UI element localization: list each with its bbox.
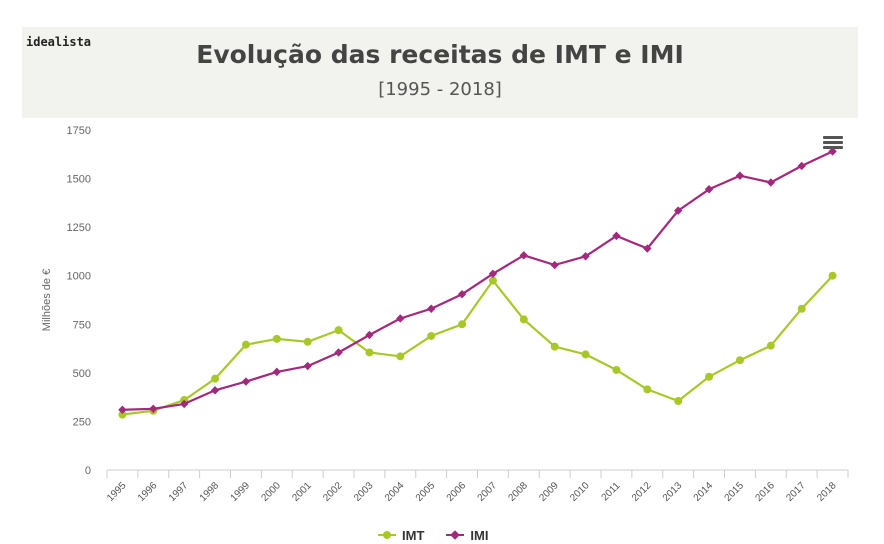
data-point-imi <box>396 314 405 323</box>
data-point-imt <box>735 356 744 365</box>
x-tick-label: 1999 <box>229 480 253 504</box>
data-point-imi <box>334 348 343 357</box>
data-point-imt <box>458 320 467 329</box>
chart-subtitle: [1995 - 2018] <box>378 79 502 100</box>
y-tick-label: 1000 <box>67 271 91 283</box>
series-line-imi <box>122 150 834 411</box>
y-tick-label: 750 <box>73 319 91 331</box>
y-axis-title: Milhões de € <box>41 269 53 331</box>
data-point-imt <box>272 334 281 343</box>
data-point-imi <box>179 399 189 409</box>
data-point-imt <box>211 374 220 383</box>
legend-item-imt[interactable]: IMT <box>378 526 424 544</box>
data-point-imt <box>828 271 837 280</box>
x-tick-label: 2003 <box>352 480 376 504</box>
data-point-imt <box>427 331 436 340</box>
data-point-imi <box>828 147 837 156</box>
y-tick-label: 250 <box>73 416 91 428</box>
data-point-imi <box>210 386 220 395</box>
data-point-imi <box>488 269 498 278</box>
imt-legend-swatch-icon <box>378 530 396 540</box>
chart-title: Evolução das receitas de IMT e IMI <box>196 40 684 69</box>
data-point-imt <box>674 397 683 406</box>
series-line-imt <box>122 274 834 416</box>
legend-label-imt: IMT <box>402 527 425 543</box>
data-point-imt <box>766 341 775 350</box>
x-tick-label: 2002 <box>321 480 345 504</box>
data-point-imt <box>488 276 497 285</box>
data-point-imi <box>457 289 467 299</box>
x-tick-label: 2004 <box>383 480 407 504</box>
data-point-imi <box>735 171 745 180</box>
data-point-imt <box>550 342 559 351</box>
y-tick-label: 1250 <box>67 222 91 234</box>
data-point-imt <box>396 352 405 361</box>
data-point-imt <box>581 350 590 359</box>
y-tick-label: 500 <box>73 368 91 380</box>
chart-menu-icon[interactable] <box>821 134 845 154</box>
data-point-imi <box>704 185 714 194</box>
y-tick-label: 0 <box>85 465 91 477</box>
y-tick-label: 1750 <box>67 125 91 137</box>
x-tick-label: 1998 <box>198 480 222 504</box>
x-tick-label: 2015 <box>723 480 747 504</box>
x-tick-label: 2014 <box>692 480 716 504</box>
data-point-imi <box>581 252 590 261</box>
data-point-imi <box>241 377 251 386</box>
x-tick-label: 2018 <box>815 480 839 504</box>
x-tick-label: 1996 <box>136 480 160 504</box>
x-tick-label: 2005 <box>414 480 438 504</box>
data-point-imi <box>118 405 127 414</box>
data-point-imt <box>612 365 621 374</box>
data-point-imi <box>612 231 621 241</box>
imi-legend-swatch-icon <box>446 530 465 540</box>
x-tick-label: 2010 <box>568 480 592 504</box>
legend: IMT IMI <box>378 526 488 544</box>
x-tick-label: 2006 <box>445 480 469 504</box>
x-tick-label: 2012 <box>630 480 654 504</box>
x-tick-label: 2007 <box>476 480 500 504</box>
data-point-imt <box>241 340 250 349</box>
data-point-imt <box>643 385 652 394</box>
data-point-imi <box>673 206 683 215</box>
data-point-imt <box>334 326 343 335</box>
data-point-imi <box>272 367 282 377</box>
data-point-imi <box>149 404 158 413</box>
data-point-imi <box>643 244 652 253</box>
x-tick-label: 2008 <box>506 480 530 504</box>
data-point-imi <box>766 178 776 187</box>
data-point-imt <box>797 304 806 313</box>
x-tick-label: 2000 <box>259 480 283 504</box>
x-tick-label: 2009 <box>537 480 561 504</box>
data-point-imt <box>519 315 528 324</box>
x-tick-label: 2017 <box>784 480 808 504</box>
x-tick-label: 2001 <box>290 480 314 504</box>
data-point-imt <box>303 337 312 346</box>
legend-item-imi[interactable]: IMI <box>446 526 488 544</box>
legend-label-imi: IMI <box>470 527 489 543</box>
x-tick-label: 1995 <box>105 480 129 504</box>
data-point-imi <box>303 361 312 371</box>
y-tick-label: 1500 <box>67 174 91 186</box>
chart-header: idealista Evolução das receitas de IMT e… <box>22 27 858 118</box>
data-point-imt <box>118 410 127 419</box>
data-point-imi <box>550 260 559 270</box>
x-tick-label: 2013 <box>661 480 685 504</box>
brand-logo: idealista <box>26 35 92 49</box>
data-point-imi <box>365 330 374 340</box>
data-point-imt <box>365 348 374 357</box>
data-point-imi <box>797 161 806 171</box>
data-point-imt <box>705 372 714 381</box>
data-point-imi <box>519 251 529 260</box>
data-point-imi <box>426 304 436 313</box>
x-tick-label: 2016 <box>753 480 777 504</box>
x-tick-label: 1997 <box>167 480 191 504</box>
x-tick-label: 2011 <box>600 480 623 503</box>
